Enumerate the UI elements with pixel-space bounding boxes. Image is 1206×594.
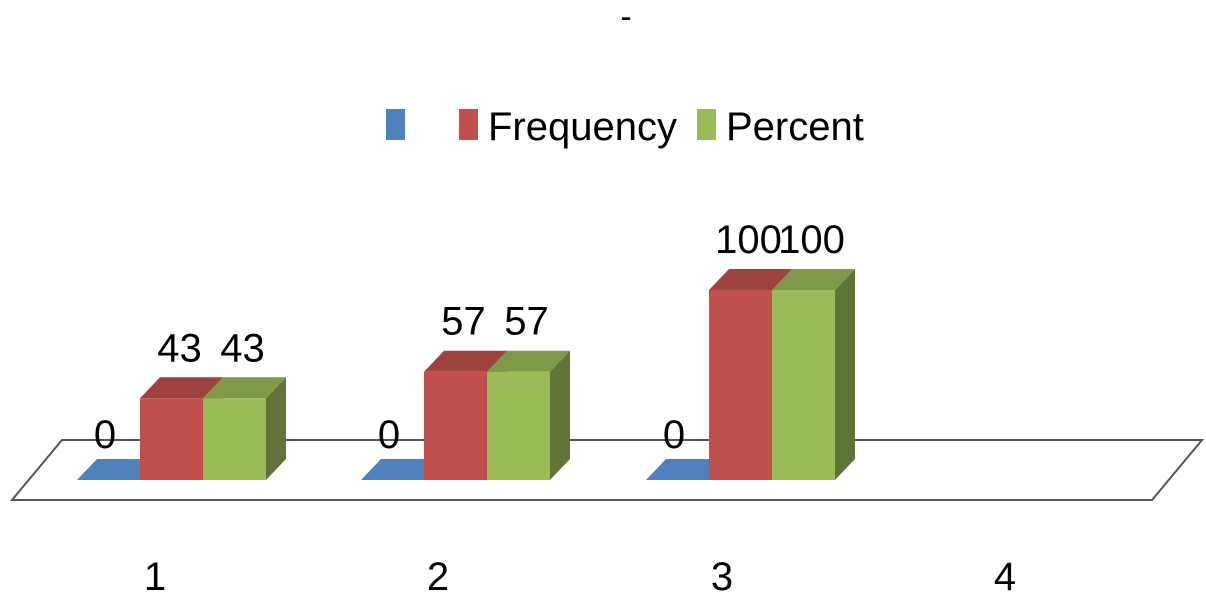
data-label-series-1-cat-2: 0 — [378, 413, 400, 457]
legend-swatch-percent — [697, 109, 716, 140]
x-tick-4: 4 — [994, 555, 1016, 594]
bar-series-1-cat-3 — [646, 459, 729, 480]
bar-series-1-cat-2 — [361, 459, 444, 480]
bar-top-face — [203, 377, 286, 399]
data-label-series-1-cat-1: 0 — [94, 413, 116, 457]
bar-front-face — [203, 398, 266, 480]
bar-percent-cat-3 — [772, 269, 855, 480]
bar-top-face — [77, 459, 160, 480]
data-label-frequency-cat-3: 100 — [715, 218, 782, 262]
bar-side-face — [835, 269, 855, 480]
data-label-percent-cat-1: 43 — [220, 326, 265, 370]
bar-top-face — [140, 377, 223, 399]
bar-side-face — [266, 377, 286, 480]
data-label-frequency-cat-2: 57 — [441, 300, 486, 344]
data-label-frequency-cat-1: 43 — [157, 326, 202, 370]
legend-label-percent: Percent — [726, 105, 864, 149]
bar-top-face — [709, 269, 792, 290]
bar-front-face — [487, 371, 550, 480]
chart-title: - — [620, 0, 631, 36]
bar-top-face — [646, 459, 729, 480]
legend-swatch-frequency — [459, 109, 478, 140]
x-axis: 1 2 3 4 — [144, 555, 1016, 594]
bar-side-face — [550, 350, 570, 480]
x-tick-2: 2 — [427, 555, 449, 594]
legend: Frequency Percent — [386, 105, 864, 149]
bar-top-face — [487, 350, 570, 372]
bar-front-face — [709, 290, 772, 480]
data-label-series-1-cat-3: 0 — [663, 413, 685, 457]
chart-floor — [9, 439, 1205, 501]
bar-percent-cat-1 — [203, 377, 286, 480]
data-label-percent-cat-3: 100 — [778, 218, 845, 262]
x-tick-3: 3 — [711, 555, 733, 594]
x-tick-1: 1 — [144, 555, 166, 594]
bar-front-face — [772, 290, 835, 480]
data-label-percent-cat-2: 57 — [504, 300, 549, 344]
bars-layer — [77, 269, 855, 480]
legend-swatch-series-1 — [386, 109, 405, 140]
bar-top-face — [361, 459, 444, 480]
bar-percent-cat-2 — [487, 350, 570, 480]
bar-front-face — [424, 371, 487, 480]
bar-top-face — [772, 269, 855, 290]
bar-top-face — [424, 350, 507, 372]
bar-front-face — [140, 398, 203, 480]
legend-label-frequency: Frequency — [488, 105, 677, 149]
bar-series-1-cat-1 — [77, 459, 160, 480]
